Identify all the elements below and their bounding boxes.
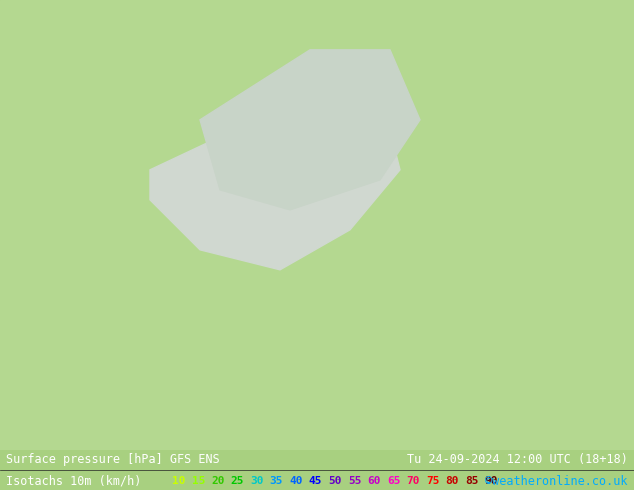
- Text: 15: 15: [191, 476, 205, 486]
- Text: 30: 30: [250, 476, 264, 486]
- Text: Surface pressure [hPa] GFS ENS: Surface pressure [hPa] GFS ENS: [6, 453, 220, 466]
- Text: 45: 45: [309, 476, 322, 486]
- Text: 65: 65: [387, 476, 401, 486]
- Text: Isotachs 10m (km/h): Isotachs 10m (km/h): [6, 475, 142, 488]
- Polygon shape: [150, 90, 400, 270]
- Text: 40: 40: [289, 476, 303, 486]
- Text: 70: 70: [406, 476, 420, 486]
- Text: 20: 20: [211, 476, 224, 486]
- Text: 10: 10: [172, 476, 186, 486]
- Text: 60: 60: [367, 476, 381, 486]
- Polygon shape: [200, 50, 420, 210]
- Text: Tu 24-09-2024 12:00 UTC (18+18): Tu 24-09-2024 12:00 UTC (18+18): [407, 453, 628, 466]
- Text: ©weatheronline.co.uk: ©weatheronline.co.uk: [485, 475, 628, 488]
- Text: 90: 90: [484, 476, 498, 486]
- Text: 35: 35: [269, 476, 283, 486]
- Text: 85: 85: [465, 476, 479, 486]
- Text: 50: 50: [328, 476, 342, 486]
- Text: 55: 55: [348, 476, 361, 486]
- Text: 75: 75: [426, 476, 439, 486]
- Text: 25: 25: [231, 476, 244, 486]
- Text: 80: 80: [446, 476, 459, 486]
